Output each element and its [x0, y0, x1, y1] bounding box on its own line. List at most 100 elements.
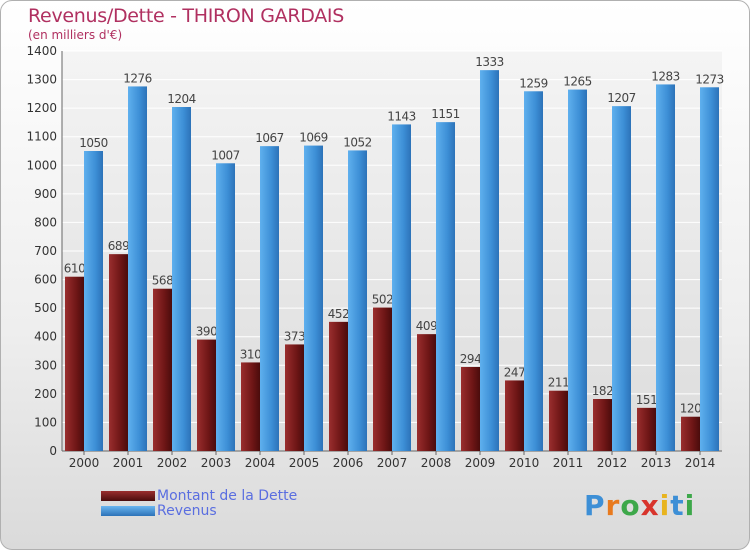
chart-subtitle: (en milliers d'€): [28, 28, 123, 42]
bar-revenus: [392, 124, 411, 451]
x-tick-label: 2002: [157, 456, 188, 470]
data-label-revenus: 1143: [387, 109, 416, 123]
y-tick-label: 200: [34, 387, 57, 401]
data-label-revenus: 1151: [431, 107, 460, 121]
proxiti-logo: Proxiti: [584, 489, 696, 522]
bar-revenus: [656, 84, 675, 451]
bar-revenus: [84, 151, 103, 451]
data-label-revenus: 1204: [167, 92, 196, 106]
y-tick-label: 1400: [26, 44, 57, 58]
bar-revenus: [436, 122, 455, 452]
data-label-revenus: 1207: [607, 91, 636, 105]
data-label-revenus: 1283: [651, 69, 680, 83]
x-tick-label: 2005: [289, 456, 320, 470]
x-tick-label: 2008: [421, 456, 452, 470]
bar-dette: [505, 380, 524, 451]
bar-revenus: [480, 70, 499, 452]
data-label-revenus: 1333: [475, 55, 504, 69]
data-label-revenus: 1007: [211, 148, 240, 162]
plot-area: 0 100 200 300 400 500 600 700 800 900 1000 1100 1200…: [26, 44, 724, 470]
legend-label-debt: Montant de la Dette: [157, 488, 298, 504]
y-tick-label: 1100: [26, 130, 57, 144]
data-label-dette: 689: [108, 239, 129, 253]
bar-dette: [285, 344, 304, 451]
legend-swatch-revenus: [101, 506, 155, 516]
data-label-dette: 151: [636, 393, 657, 407]
y-tick-label: 0: [49, 444, 57, 458]
bar-dette: [681, 416, 700, 451]
bar-dette: [65, 276, 84, 451]
y-tick-label: 1200: [26, 101, 57, 115]
data-label-dette: 310: [240, 347, 261, 361]
x-tick-label: 2000: [69, 456, 100, 470]
data-label-dette: 247: [504, 365, 525, 379]
bar-dette: [373, 307, 392, 451]
y-tick-label: 800: [34, 215, 57, 229]
data-label-dette: 211: [548, 376, 569, 390]
legend-label-revenus: Revenus: [157, 503, 217, 519]
data-label-dette: 610: [64, 262, 85, 276]
bar-revenus: [216, 163, 235, 452]
y-tick-label: 900: [34, 187, 57, 201]
x-tick-label: 2007: [377, 456, 408, 470]
bar-dette: [197, 339, 216, 451]
data-label-revenus: 1052: [343, 135, 372, 149]
bar-dette: [461, 367, 480, 451]
y-tick-label: 300: [34, 358, 57, 372]
x-tick-label: 2009: [465, 456, 496, 470]
y-tick-label: 600: [34, 273, 57, 287]
bar-revenus: [568, 89, 587, 452]
x-tick-label: 2011: [553, 456, 584, 470]
y-tick-label: 1300: [26, 73, 57, 87]
bar-dette: [417, 334, 436, 451]
x-tick-label: 2004: [245, 456, 276, 470]
data-label-revenus: 1273: [695, 72, 724, 86]
x-tick-label: 2012: [597, 456, 628, 470]
bar-dette: [109, 254, 128, 451]
bar-dette: [153, 288, 172, 451]
y-tick-label: 500: [34, 301, 57, 315]
data-label-dette: 182: [592, 384, 613, 398]
data-label-dette: 373: [284, 329, 305, 343]
y-tick-label: 1000: [26, 158, 57, 172]
data-label-dette: 409: [416, 319, 437, 333]
bar-dette: [593, 399, 612, 451]
bar-revenus: [304, 145, 323, 452]
bar-revenus: [348, 150, 367, 451]
bar-dette: [637, 407, 656, 451]
data-label-dette: 294: [460, 352, 481, 366]
chart-title: Revenus/Dette - THIRON GARDAIS: [28, 5, 344, 27]
bar-revenus: [524, 91, 543, 452]
data-label-revenus: 1259: [519, 76, 548, 90]
x-tick-label: 2006: [333, 456, 364, 470]
data-label-dette: 452: [328, 307, 349, 321]
bar-revenus: [172, 107, 191, 451]
bar-dette: [549, 390, 568, 451]
x-tick-label: 2013: [641, 456, 672, 470]
y-tick-label: 100: [34, 415, 57, 429]
data-label-dette: 568: [152, 274, 173, 288]
bar-revenus: [700, 87, 719, 452]
y-tick-label: 700: [34, 244, 57, 258]
data-label-dette: 502: [372, 293, 393, 307]
x-tick-label: 2010: [509, 456, 540, 470]
bar-revenus: [260, 146, 279, 451]
legend-swatch-debt: [101, 491, 155, 501]
data-label-dette: 120: [680, 402, 701, 416]
data-label-revenus: 1067: [255, 131, 284, 145]
data-label-dette: 390: [196, 325, 217, 339]
x-tick-label: 2003: [201, 456, 232, 470]
data-label-revenus: 1265: [563, 75, 592, 89]
bar-dette: [241, 362, 260, 451]
bar-revenus: [612, 106, 631, 452]
x-tick-label: 2014: [685, 456, 716, 470]
y-tick-label: 400: [34, 330, 57, 344]
data-label-revenus: 1276: [123, 71, 152, 85]
data-label-revenus: 1069: [299, 131, 328, 145]
bar-dette: [329, 321, 348, 451]
x-tick-label: 2001: [113, 456, 144, 470]
data-label-revenus: 1050: [79, 136, 108, 150]
bar-revenus: [128, 86, 147, 451]
